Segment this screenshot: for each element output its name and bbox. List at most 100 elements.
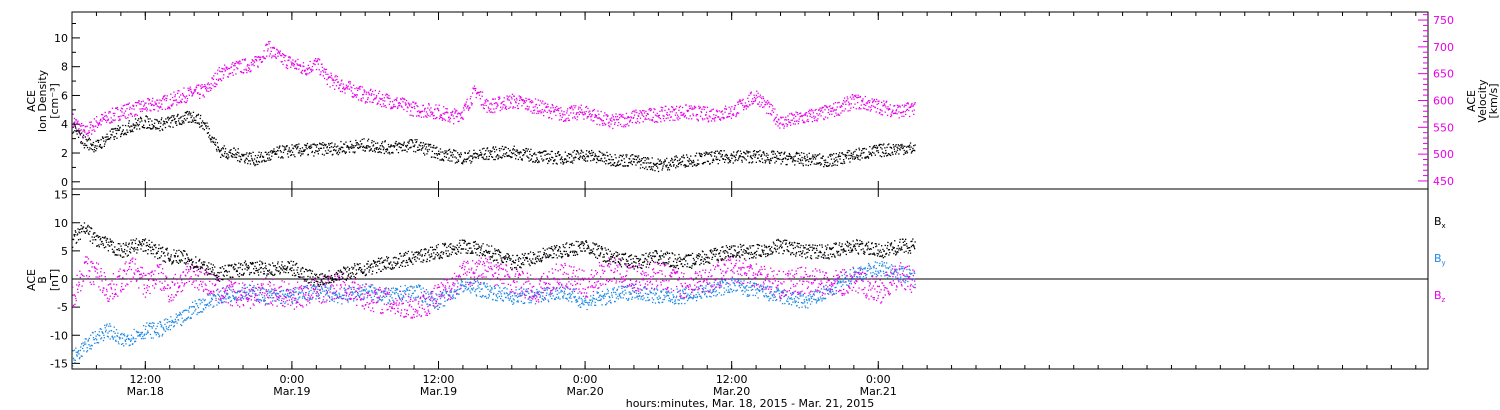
data-point — [169, 321, 171, 323]
data-point — [614, 116, 617, 118]
data-point — [214, 82, 216, 84]
data-point — [517, 299, 519, 302]
data-point — [353, 146, 355, 149]
data-point — [320, 286, 323, 288]
data-point — [201, 86, 204, 88]
data-point — [256, 60, 258, 62]
data-point — [186, 317, 189, 319]
data-point — [328, 289, 330, 291]
data-point — [828, 109, 830, 111]
data-point — [100, 118, 102, 120]
data-point — [586, 160, 589, 162]
data-point — [405, 145, 407, 147]
data-point — [832, 162, 834, 164]
data-point — [336, 152, 338, 155]
data-point — [124, 132, 126, 134]
data-point — [82, 134, 85, 136]
data-point — [719, 119, 722, 121]
data-point — [149, 118, 151, 120]
data-point — [368, 150, 371, 152]
data-point — [481, 156, 483, 159]
data-point — [449, 295, 451, 297]
data-point — [285, 301, 287, 303]
data-point — [652, 169, 654, 171]
data-point — [274, 55, 276, 57]
data-point — [97, 124, 100, 126]
data-point — [462, 291, 464, 293]
data-point — [522, 149, 524, 151]
data-point — [485, 286, 487, 288]
data-point — [464, 151, 466, 154]
data-point — [589, 299, 591, 301]
data-point — [577, 112, 579, 114]
data-point — [188, 311, 190, 313]
data-point — [898, 117, 900, 119]
data-point — [254, 59, 257, 61]
data-point — [834, 102, 837, 104]
data-point — [852, 153, 854, 155]
data-point — [340, 296, 342, 298]
data-point — [212, 141, 214, 144]
data-point — [360, 99, 362, 101]
data-point — [354, 87, 356, 90]
data-point — [322, 144, 324, 147]
data-point — [179, 123, 181, 125]
data-point — [237, 299, 239, 301]
data-point — [545, 106, 547, 109]
data-point — [634, 111, 636, 113]
data-point — [504, 155, 506, 158]
data-point — [708, 152, 710, 154]
data-point — [904, 111, 906, 113]
data-point — [371, 291, 373, 293]
data-point — [498, 147, 500, 150]
data-point — [892, 144, 894, 146]
data-point — [586, 155, 588, 158]
data-point — [373, 149, 376, 152]
data-point — [818, 162, 820, 164]
data-point — [793, 160, 795, 162]
data-point — [270, 290, 272, 292]
data-point — [631, 112, 633, 114]
data-point — [601, 122, 604, 125]
data-point — [828, 164, 830, 167]
data-point — [167, 108, 169, 110]
data-point — [878, 100, 880, 102]
data-point — [877, 151, 880, 154]
data-point — [645, 162, 647, 164]
data-point — [454, 162, 457, 164]
data-point — [905, 150, 907, 153]
data-point — [857, 101, 859, 104]
data-point — [575, 105, 577, 107]
data-point — [206, 122, 208, 124]
data-point — [630, 160, 633, 162]
data-point — [334, 145, 336, 147]
data-point — [145, 325, 147, 328]
data-point — [95, 335, 97, 337]
data-point — [624, 117, 626, 119]
data-point — [831, 165, 833, 167]
data-point — [272, 289, 274, 291]
data-point — [381, 94, 384, 96]
data-point — [239, 61, 241, 63]
data-point — [884, 147, 886, 149]
data-point — [263, 50, 265, 52]
data-point — [813, 115, 815, 117]
data-point — [657, 121, 659, 123]
data-point — [582, 295, 585, 297]
data-point — [524, 152, 526, 154]
data-point — [679, 158, 681, 160]
data-point — [647, 162, 649, 164]
data-point — [487, 297, 490, 299]
data-point — [735, 115, 737, 118]
data-point — [793, 114, 795, 116]
data-point — [542, 151, 544, 153]
data-point — [677, 119, 679, 121]
data-point — [488, 295, 490, 297]
data-point — [87, 135, 89, 137]
data-point — [241, 289, 243, 291]
data-point — [502, 148, 504, 151]
data-point — [494, 158, 496, 161]
data-point — [360, 287, 362, 289]
data-point — [365, 288, 367, 290]
